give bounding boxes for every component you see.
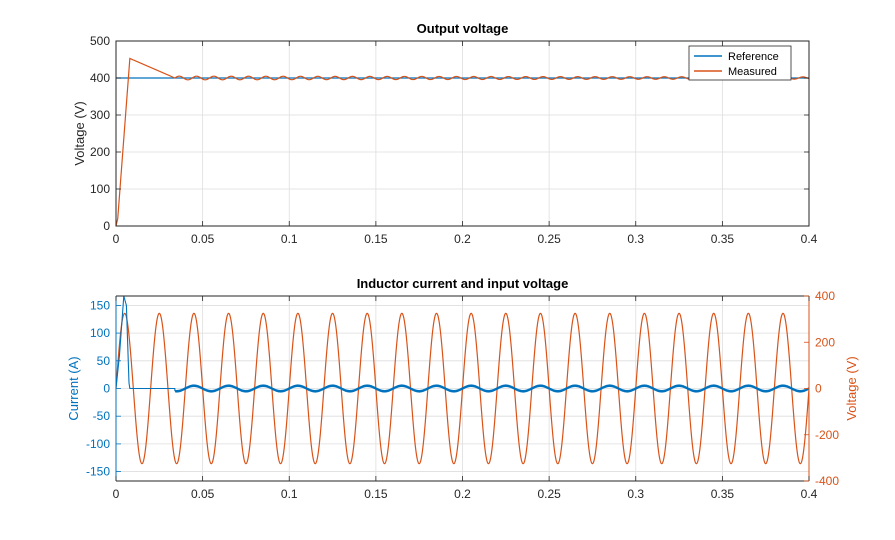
x-tick-label: 0.35 <box>711 232 735 246</box>
tick-labels: 0 0.05 0.1 0.15 0.2 0.25 0.3 0.35 0.4 -150 -100 -50… <box>86 289 839 501</box>
x-tick-label: 0.3 <box>627 232 644 246</box>
x-tick-label: 0.35 <box>711 487 735 501</box>
tick-labels: 0 0.05 0.1 0.15 0.2 0.25 0.3 0.35 0.4 0 100 200 300 4… <box>90 34 818 246</box>
legend-entry-reference: Reference <box>728 51 779 63</box>
legend[interactable]: Reference Measured <box>688 45 792 81</box>
y-tick-label: 500 <box>90 34 110 48</box>
legend-entry-measured: Measured <box>728 66 777 78</box>
x-tick-label: 0.05 <box>191 487 215 501</box>
y-tick-label-right: 0 <box>815 382 822 396</box>
y-tick-label: 0 <box>103 219 110 233</box>
x-tick-label: 0.4 <box>801 487 818 501</box>
y-tick-label-left: -100 <box>86 437 110 451</box>
plot-series <box>115 296 810 465</box>
y-tick-label-left: 0 <box>103 382 110 396</box>
x-tick-label: 0.1 <box>281 487 298 501</box>
y-tick-label: 300 <box>90 108 110 122</box>
y-tick-label-left: 150 <box>90 298 110 312</box>
y-axis-label-left: Current (A) <box>66 356 81 420</box>
x-tick-label: 0 <box>113 487 120 501</box>
x-tick-label: 0.2 <box>454 232 471 246</box>
x-tick-label: 0.15 <box>364 487 388 501</box>
chart-output-voltage: 0 0.05 0.1 0.15 0.2 0.25 0.3 0.35 0.4 0 100 200 300 4… <box>72 21 818 246</box>
x-tick-label: 0.25 <box>537 487 561 501</box>
y-tick-label-left: -150 <box>86 465 110 479</box>
x-tick-label: 0.3 <box>627 487 644 501</box>
x-tick-label: 0.15 <box>364 232 388 246</box>
x-tick-label: 0.05 <box>191 232 215 246</box>
y-tick-label-left: 50 <box>97 354 111 368</box>
y-tick-label: 200 <box>90 145 110 159</box>
legend-box <box>688 45 792 81</box>
y-axis-label-right: Voltage (V) <box>844 356 859 420</box>
chart-title: Inductor current and input voltage <box>357 276 569 291</box>
y-tick-label-right: -400 <box>815 474 839 488</box>
y-tick-label-right: -200 <box>815 428 839 442</box>
y-tick-label-right: 200 <box>815 335 835 349</box>
y-tick-label-left: -50 <box>93 409 111 423</box>
chart-inductor-current-input-voltage: 0 0.05 0.1 0.15 0.2 0.25 0.3 0.35 0.4 -150 -100 -50… <box>66 276 859 501</box>
y-axis-label: Voltage (V) <box>72 101 87 165</box>
x-tick-label: 0 <box>113 232 120 246</box>
y-tick-label-right: 400 <box>815 289 835 303</box>
chart-title: Output voltage <box>417 21 509 36</box>
y-tick-label-left: 100 <box>90 326 110 340</box>
y-tick-label: 400 <box>90 71 110 85</box>
x-tick-label: 0.1 <box>281 232 298 246</box>
series-current <box>115 296 810 393</box>
y-tick-label: 100 <box>90 182 110 196</box>
x-tick-label: 0.25 <box>537 232 561 246</box>
x-tick-label: 0.4 <box>801 232 818 246</box>
x-tick-label: 0.2 <box>454 487 471 501</box>
